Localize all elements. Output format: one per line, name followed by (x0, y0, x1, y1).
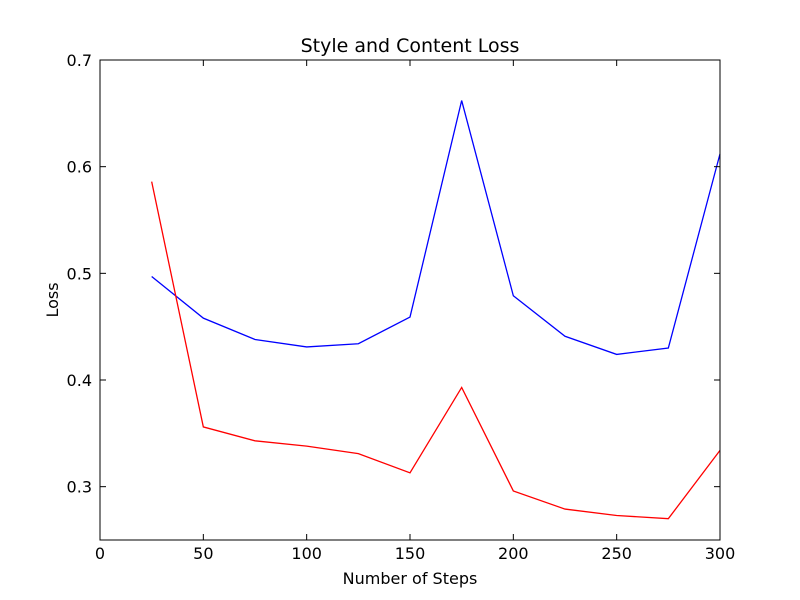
y-tick-label: 0.4 (67, 371, 92, 390)
chart-title: Style and Content Loss (301, 35, 520, 57)
x-axis-label: Number of Steps (343, 569, 478, 588)
x-tick-label: 300 (705, 544, 736, 563)
x-tick-label: 50 (193, 544, 213, 563)
y-tick-label: 0.3 (67, 478, 92, 497)
series-line-1 (151, 181, 721, 520)
series-layer (151, 100, 721, 520)
y-axis-label: Loss (43, 282, 62, 317)
plot-frame (99, 59, 721, 541)
x-tick-label: 250 (601, 544, 632, 563)
x-tick-label: 0 (95, 544, 105, 563)
x-tick-label: 150 (395, 544, 426, 563)
series-line-0 (151, 100, 721, 356)
x-tick-label: 100 (291, 544, 322, 563)
y-tick-label: 0.7 (67, 51, 92, 70)
x-tick-label: 200 (498, 544, 529, 563)
y-tick-label: 0.5 (67, 264, 92, 283)
ticks-layer: 0 50 100 150 200 250 300 0.3 0.4 0.5 0.6 0.7 (67, 51, 736, 563)
y-tick-label: 0.6 (67, 158, 92, 177)
